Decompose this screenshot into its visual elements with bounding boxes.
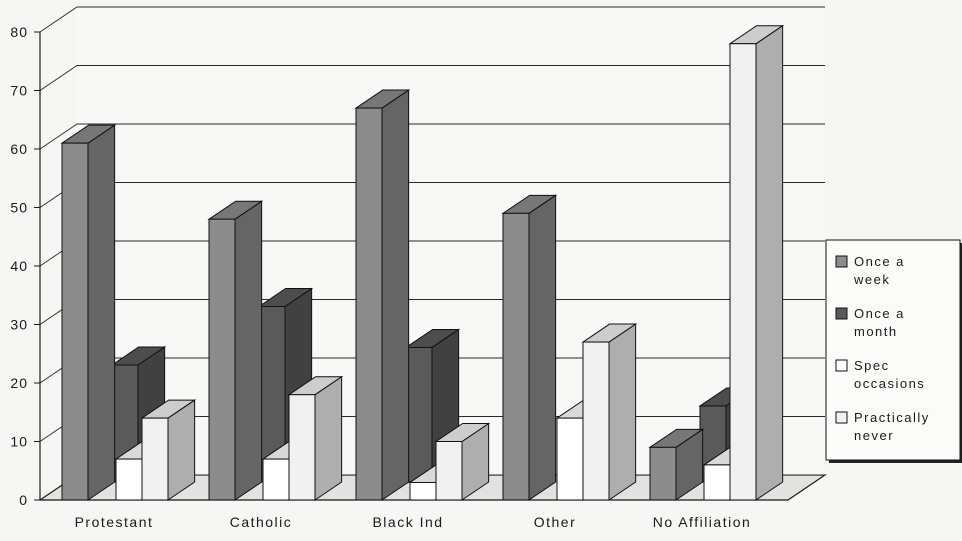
bar-practically-never-black-ind	[434, 422, 491, 501]
y-tick-label: 60	[10, 141, 28, 157]
x-category-label: Catholic	[230, 514, 293, 530]
gridline	[39, 6, 825, 33]
legend-label: never	[854, 428, 894, 443]
bars	[60, 24, 785, 501]
y-tick-label: 10	[10, 434, 28, 450]
legend-swatch	[835, 359, 848, 372]
bar-once-a-week-protestant	[60, 124, 117, 501]
legend-swatch	[835, 411, 848, 424]
y-tick-label: 70	[10, 83, 28, 99]
x-axis: Protestant Catholic Black Ind Other No Affil…	[75, 514, 752, 530]
x-category-label: Other	[534, 514, 577, 530]
gridline	[39, 65, 825, 91]
bar-once-a-week-catholic	[207, 200, 264, 501]
legend-label: week	[853, 272, 890, 287]
bar-practically-never-protestant	[140, 399, 197, 501]
bar-once-a-week-no-affiliation	[648, 428, 705, 501]
legend-swatch	[835, 255, 848, 268]
legend-label: Once a	[854, 306, 905, 321]
x-category-label: No Affiliation	[653, 514, 752, 530]
legend-swatch	[835, 307, 848, 320]
y-tick-label: 30	[10, 317, 28, 333]
y-tick-label: 80	[10, 24, 28, 40]
gridline	[39, 123, 825, 150]
y-tick-label: 20	[10, 375, 28, 391]
y-axis: 0 10 20 30 40 50 60 70 80	[10, 24, 41, 508]
bar-practically-never-other	[581, 323, 638, 501]
x-category-label: Black Ind	[372, 514, 443, 530]
bar-practically-never-no-affiliation	[728, 24, 785, 501]
legend-label: occasions	[854, 376, 925, 391]
y-tick-label: 50	[10, 200, 28, 216]
legend-label: Practically	[854, 410, 930, 425]
bar-practically-never-catholic	[287, 375, 344, 501]
bar-once-a-week-other	[501, 194, 558, 501]
legend-label: month	[854, 324, 898, 339]
legend-label: Once a	[854, 254, 905, 269]
y-tick-label: 40	[10, 258, 28, 274]
legend-label: Spec	[854, 358, 890, 373]
x-category-label: Protestant	[75, 514, 154, 530]
legend-box	[825, 239, 961, 461]
y-tick-label: 0	[19, 492, 28, 508]
bar-once-a-week-black-ind	[354, 89, 411, 501]
legend: Once a week Once a month Spec occasions Practi…	[825, 239, 962, 463]
